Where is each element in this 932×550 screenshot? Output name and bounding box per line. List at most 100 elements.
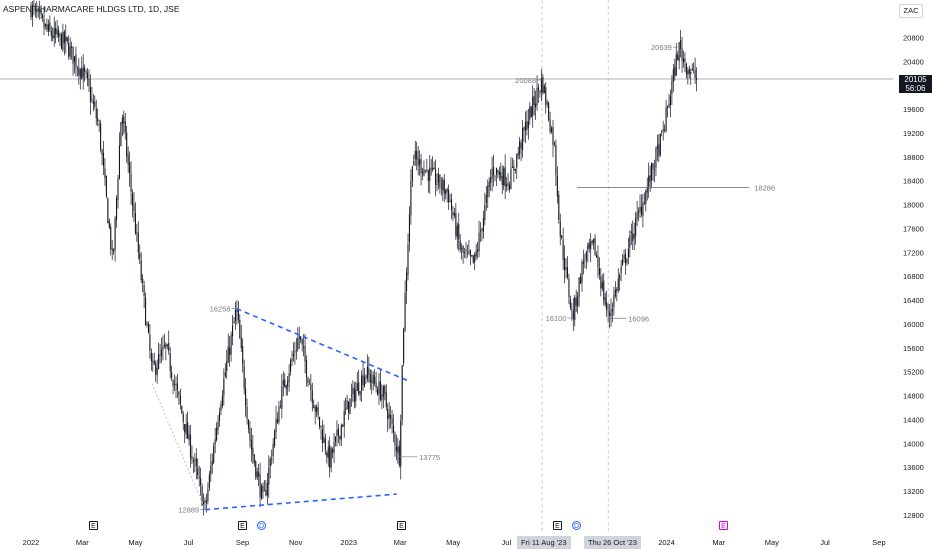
candle-body xyxy=(690,72,692,74)
connector-line xyxy=(151,383,206,510)
candle xyxy=(50,26,52,42)
candle xyxy=(430,158,432,176)
candle xyxy=(411,165,413,188)
price-label: 16100 xyxy=(546,314,567,323)
dividend-marker[interactable]: D xyxy=(257,521,266,530)
candle xyxy=(403,327,405,367)
candle-body xyxy=(581,262,583,283)
candle-body xyxy=(458,223,460,240)
candle xyxy=(475,243,477,261)
y-tick-label: 17600 xyxy=(903,224,924,233)
x-tick-label: Nov xyxy=(289,538,303,547)
candle xyxy=(607,303,609,323)
candle-body xyxy=(674,66,676,77)
earnings-marker[interactable]: E xyxy=(553,521,562,530)
candle xyxy=(91,86,93,103)
candle xyxy=(284,373,286,388)
candle xyxy=(507,172,509,191)
candle xyxy=(371,369,373,395)
candle xyxy=(120,122,122,147)
candle-body xyxy=(616,289,618,292)
candle-body xyxy=(175,384,177,386)
candle-body xyxy=(498,171,500,176)
candle xyxy=(116,195,118,228)
candle xyxy=(466,244,468,258)
candle xyxy=(433,161,435,170)
candle-body xyxy=(523,127,525,130)
candle-body xyxy=(559,221,561,237)
candle-body xyxy=(279,405,281,407)
candle-body xyxy=(533,96,535,106)
candle-body xyxy=(539,91,541,93)
candle xyxy=(640,194,642,218)
candle xyxy=(478,220,480,258)
candle xyxy=(285,384,287,396)
candle xyxy=(401,364,403,426)
candle xyxy=(191,445,193,464)
candle-body xyxy=(97,118,99,122)
dividend-marker[interactable]: D xyxy=(572,521,581,530)
candle xyxy=(124,113,126,140)
candle xyxy=(536,75,538,111)
candle-body xyxy=(569,299,571,308)
candle xyxy=(275,405,277,440)
candle xyxy=(594,234,596,256)
candle-body xyxy=(516,154,518,168)
earnings-marker[interactable]: E xyxy=(238,521,247,530)
candle xyxy=(493,154,495,187)
candle xyxy=(646,177,648,201)
candle-body xyxy=(358,382,360,394)
candle xyxy=(82,54,84,90)
candle xyxy=(503,165,505,191)
candle xyxy=(339,435,341,446)
candle xyxy=(52,27,54,42)
y-tick-label: 14400 xyxy=(903,415,924,424)
candle-body xyxy=(424,170,426,172)
candle xyxy=(59,32,61,46)
candle-body xyxy=(245,388,247,406)
candle xyxy=(207,482,209,505)
candle-body xyxy=(340,425,342,440)
candle xyxy=(58,25,60,43)
candle xyxy=(643,192,645,205)
candle-body xyxy=(114,218,116,250)
candle-body xyxy=(627,248,629,258)
candle-body xyxy=(610,310,612,317)
candle-body xyxy=(495,167,497,175)
earnings-marker[interactable]: E xyxy=(397,521,406,530)
candle xyxy=(385,384,387,411)
candle xyxy=(494,174,496,182)
candle xyxy=(358,369,360,397)
candle-body xyxy=(416,150,418,160)
candle xyxy=(449,193,451,203)
candle xyxy=(387,403,389,432)
candle-body xyxy=(262,485,264,492)
candle-body xyxy=(192,460,194,462)
currency-badge[interactable]: ZAC xyxy=(899,4,923,18)
candle-body xyxy=(352,387,354,395)
candle xyxy=(450,193,453,220)
y-tick-label: 14800 xyxy=(903,392,924,401)
candle xyxy=(656,134,658,161)
candle xyxy=(414,140,416,166)
candle-body xyxy=(201,486,203,506)
candle xyxy=(497,169,499,179)
candle xyxy=(89,74,91,115)
candle xyxy=(427,169,429,193)
candle-body xyxy=(153,360,155,365)
candle xyxy=(423,160,425,177)
candle xyxy=(76,65,78,77)
candle-body xyxy=(400,420,402,467)
candle xyxy=(490,169,492,191)
future-earnings-marker[interactable]: E xyxy=(719,521,728,530)
candle xyxy=(56,20,58,39)
candle xyxy=(343,400,345,438)
candle-body xyxy=(421,171,424,174)
candle xyxy=(314,404,316,425)
candle-body xyxy=(320,425,322,428)
candle xyxy=(419,150,421,176)
earnings-marker[interactable]: E xyxy=(89,521,98,530)
chart-title: ASPEN PHARMACARE HLDGS LTD, 1D, JSE xyxy=(3,4,180,14)
